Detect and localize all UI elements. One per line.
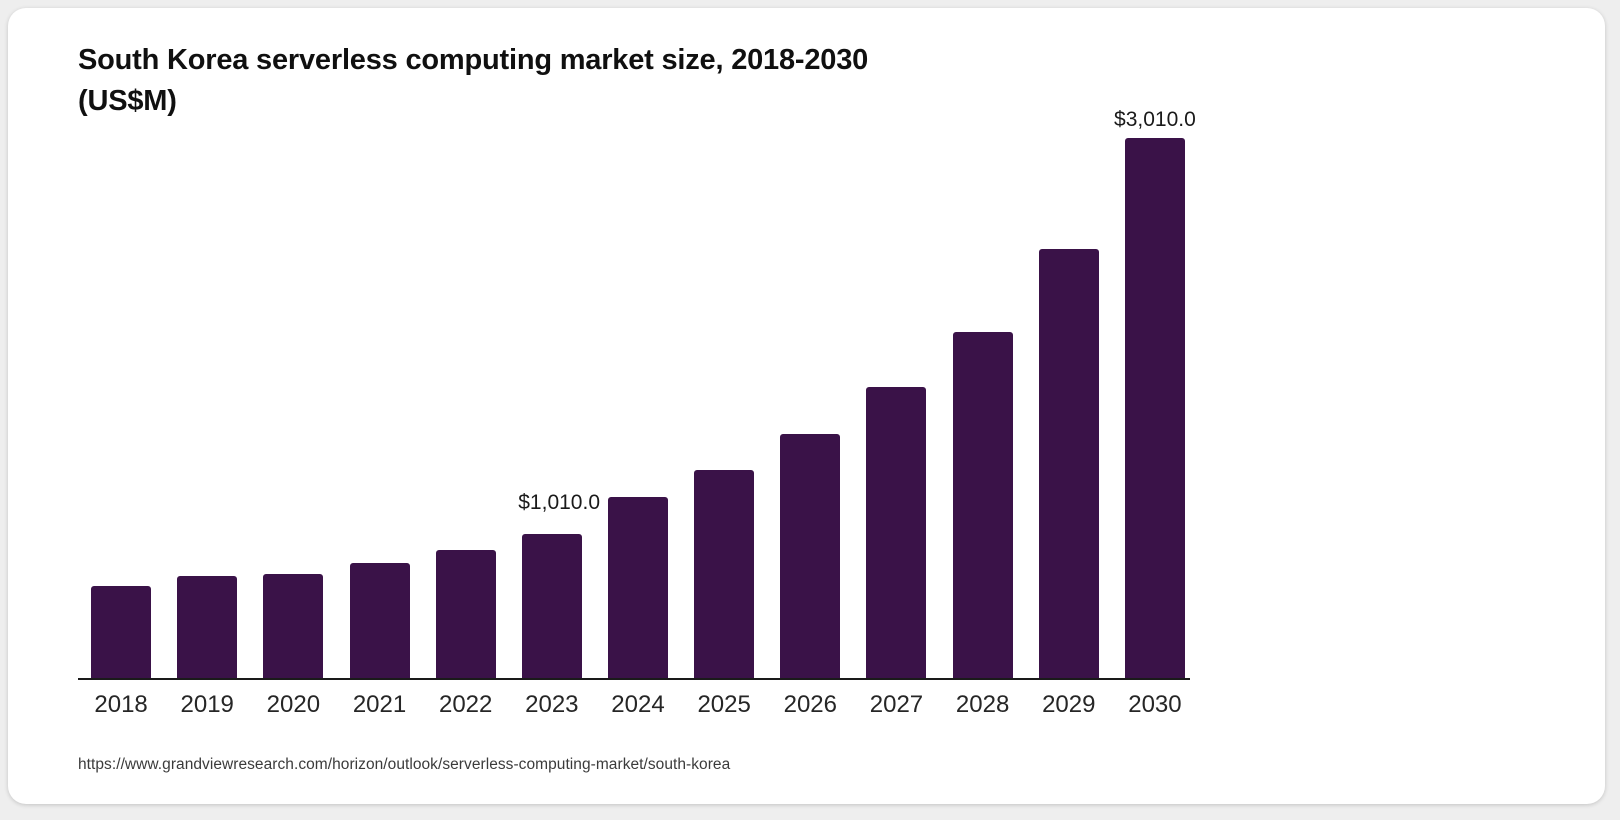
bar-value-label: $1,010.0 — [518, 490, 600, 514]
bar-column[interactable] — [177, 138, 238, 678]
page-title: South Korea serverless computing market … — [78, 44, 869, 118]
x-axis-tick-label: 2026 — [783, 691, 837, 718]
x-axis-tick-label: 2025 — [697, 691, 751, 718]
bar-column[interactable] — [91, 138, 152, 678]
bar[interactable] — [177, 575, 238, 678]
bar[interactable] — [349, 563, 410, 678]
x-axis-tick-label: 2029 — [1042, 691, 1096, 718]
bar[interactable] — [780, 434, 841, 678]
bar-chart-plot-area: $1,010.0 $3,010.0 — [78, 108, 1198, 678]
x-axis-tick-label: 2027 — [869, 691, 924, 718]
bar[interactable] — [694, 469, 755, 678]
bar-column[interactable] — [694, 138, 755, 678]
bar[interactable] — [952, 331, 1013, 678]
bar[interactable] — [608, 496, 668, 678]
x-axis-tick-label: 2018 — [94, 691, 148, 718]
bar-column[interactable] — [1038, 138, 1099, 678]
bar-column[interactable] — [780, 138, 841, 678]
x-axis-tick-label: 2028 — [955, 691, 1010, 718]
bar[interactable] — [263, 573, 324, 678]
bar-value-label: $3,010.0 — [1114, 108, 1196, 131]
x-axis-tick-label: 2022 — [438, 691, 493, 718]
bar-column[interactable]: $1,010.0 — [518, 138, 668, 678]
bar-column[interactable] — [263, 138, 324, 678]
x-axis-tick-labels: 2018 2019 2020 2021 2022 2023 2024 2025 2026 2027… — [78, 691, 1198, 731]
bar[interactable] — [521, 534, 582, 678]
bar[interactable] — [1038, 249, 1099, 678]
x-axis-tick-label: 2023 — [525, 691, 579, 718]
bar[interactable] — [435, 549, 496, 678]
chart-card: South Korea serverless computing market … — [8, 8, 1605, 804]
bar[interactable] — [866, 387, 927, 678]
bar[interactable] — [91, 585, 152, 678]
bar-column[interactable]: $3,010.0 — [1114, 108, 1196, 678]
x-axis-tick-label: 2024 — [611, 691, 665, 718]
x-axis-line — [78, 678, 1190, 680]
bar-column[interactable] — [521, 138, 582, 678]
x-axis-tick-label: 2021 — [352, 691, 407, 718]
source-url: https://www.grandviewresearch.com/horizo… — [78, 756, 731, 773]
bar-column[interactable] — [435, 138, 496, 678]
x-axis-tick-label: 2019 — [180, 691, 234, 718]
bar-column[interactable] — [349, 138, 410, 678]
bar-column[interactable] — [952, 138, 1013, 678]
bar[interactable] — [1124, 138, 1185, 678]
x-axis-tick-label: 2030 — [1128, 691, 1182, 718]
x-axis-tick-label: 2020 — [266, 691, 321, 718]
bar-column[interactable] — [866, 138, 927, 678]
